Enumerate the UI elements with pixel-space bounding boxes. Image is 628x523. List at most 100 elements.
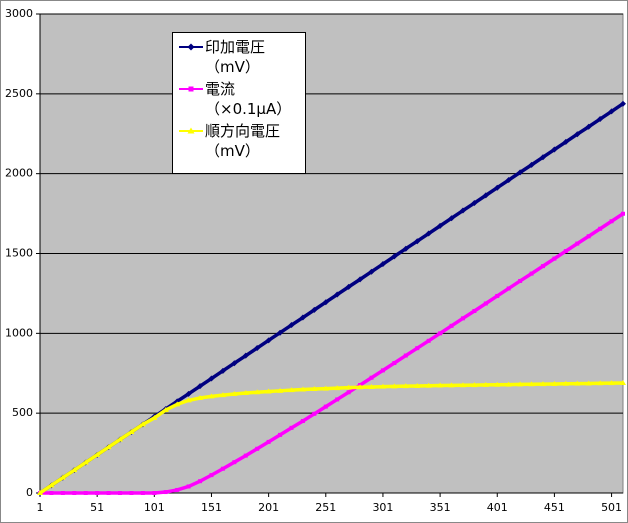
legend-item: 電流 （×0.1μA） <box>177 79 301 119</box>
data-point <box>505 381 512 387</box>
data-point <box>449 323 454 328</box>
data-point <box>94 451 101 457</box>
data-point <box>460 316 465 321</box>
series-line <box>40 212 624 495</box>
data-point <box>539 154 546 161</box>
data-point <box>391 253 398 260</box>
data-point <box>288 387 295 393</box>
data-point <box>472 308 477 313</box>
data-point <box>288 322 295 329</box>
data-point <box>322 299 329 306</box>
data-point <box>563 249 568 254</box>
legend-item: 印加電圧 （mV） <box>177 37 301 77</box>
data-point <box>345 384 352 390</box>
data-point <box>266 439 271 444</box>
data-point <box>232 460 237 465</box>
legend-marker <box>188 86 194 92</box>
data-point <box>345 283 352 290</box>
data-point <box>208 393 215 399</box>
x-tick-label: 301 <box>372 501 393 514</box>
data-point <box>139 421 146 427</box>
x-tick-label: 151 <box>201 501 222 514</box>
data-point <box>289 425 294 430</box>
data-point <box>403 353 408 358</box>
data-point <box>311 386 318 392</box>
data-point <box>323 404 328 409</box>
data-point <box>528 381 535 387</box>
data-point <box>369 375 374 380</box>
data-point <box>49 491 54 495</box>
data-point <box>368 268 375 275</box>
data-point <box>585 123 592 130</box>
data-point <box>437 382 444 388</box>
data-point <box>494 381 501 387</box>
legend-label: 印加電圧 （mV） <box>205 38 266 76</box>
data-point <box>620 100 626 107</box>
data-point <box>118 491 123 495</box>
data-point <box>185 390 192 397</box>
data-point <box>37 490 43 495</box>
data-point <box>243 453 248 458</box>
x-tick-label: 251 <box>315 501 336 514</box>
data-point <box>128 429 135 435</box>
data-point <box>265 337 272 344</box>
data-point <box>277 329 284 336</box>
data-point <box>414 238 421 245</box>
data-point <box>425 382 432 388</box>
y-tick-label: 3000 <box>5 7 33 20</box>
data-point <box>346 390 351 395</box>
data-point <box>608 380 615 386</box>
data-point <box>415 346 420 351</box>
data-point <box>254 345 261 352</box>
data-point <box>140 491 145 495</box>
legend-key <box>179 43 203 51</box>
data-point <box>357 276 364 283</box>
data-point <box>48 482 55 488</box>
data-point <box>620 379 626 385</box>
data-point <box>517 381 524 387</box>
data-point <box>402 383 409 389</box>
legend-marker <box>187 127 195 134</box>
legend-key <box>179 127 203 134</box>
y-tick-label: 2500 <box>5 87 33 100</box>
data-point <box>220 466 225 471</box>
data-point <box>185 397 192 403</box>
data-point <box>106 491 111 495</box>
data-point <box>82 459 89 465</box>
data-point <box>539 381 546 387</box>
data-point <box>459 207 466 214</box>
legend: 印加電圧 （mV） 電流 （×0.1μA） 順方向電圧 （mV） <box>172 32 306 174</box>
legend-label: 電流 （×0.1μA） <box>205 80 292 118</box>
data-point <box>129 491 134 495</box>
data-point <box>517 169 524 176</box>
data-point <box>175 487 180 492</box>
data-point <box>414 383 421 389</box>
data-point <box>586 234 591 239</box>
y-tick-label: 500 <box>12 406 33 419</box>
data-point <box>425 230 432 237</box>
data-point <box>528 161 535 168</box>
data-point <box>438 331 443 336</box>
data-point <box>448 215 455 222</box>
data-point <box>162 406 169 412</box>
legend-item: 順方向電圧 （mV） <box>177 121 301 161</box>
data-point <box>380 368 385 373</box>
data-point <box>471 382 478 388</box>
data-point <box>231 391 238 397</box>
data-point <box>219 392 226 398</box>
data-point <box>597 380 604 386</box>
data-point <box>391 383 398 389</box>
data-point <box>448 382 455 388</box>
data-point <box>494 184 501 191</box>
data-point <box>621 211 625 216</box>
data-point <box>219 367 226 374</box>
data-point <box>265 388 272 394</box>
data-point <box>151 414 158 420</box>
data-point <box>299 314 306 321</box>
data-point <box>300 418 305 423</box>
data-point <box>482 192 489 199</box>
legend-key <box>179 86 203 92</box>
x-tick-label: 51 <box>90 501 104 514</box>
